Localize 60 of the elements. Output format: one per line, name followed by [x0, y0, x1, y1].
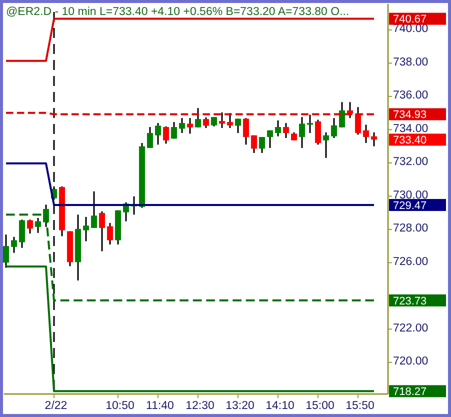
candlestick [83, 216, 89, 242]
candlestick [371, 132, 377, 148]
candlestick [307, 114, 313, 134]
y-tick-label: 736.00 [393, 90, 428, 102]
data-label: 723.73 [393, 295, 427, 308]
candlestick [299, 116, 305, 149]
candlestick [235, 118, 241, 134]
candlestick [27, 218, 33, 234]
candlestick [11, 236, 17, 254]
x-tick-label: 2/22 [44, 400, 68, 412]
candlestick [315, 118, 321, 146]
candlestick [219, 112, 225, 129]
y-tick-label: 734.00 [393, 122, 428, 135]
x-tick-label: 10:50 [106, 400, 134, 412]
candlestick [251, 134, 257, 154]
data-label: 718.27 [393, 386, 427, 398]
candlestick [211, 116, 217, 128]
candlestick [259, 136, 265, 154]
candlestick [227, 112, 233, 129]
y-tick-label: 728.00 [393, 222, 428, 235]
candlestick [179, 117, 185, 134]
candlestick [203, 116, 209, 129]
y-tick-label: 720.00 [393, 356, 428, 368]
x-tick-label: 14:10 [266, 400, 294, 412]
candlestick [339, 101, 345, 128]
y-tick-label: 738.00 [393, 56, 428, 68]
y-tick-label: 722.00 [393, 322, 428, 334]
x-tick-label: 15:50 [346, 400, 374, 412]
candlestick [35, 217, 41, 234]
data-label: 729.47 [393, 200, 427, 212]
candlestick [323, 132, 329, 159]
x-tick-label: 12:30 [186, 400, 214, 412]
candlestick [147, 126, 153, 149]
y-tick-label: 726.00 [393, 256, 428, 268]
candlestick [187, 117, 193, 134]
candlestick [283, 122, 289, 139]
candlestick [267, 130, 273, 149]
candlestick [355, 106, 361, 136]
chart-title: @ER2.D - 10 min L=733.40 +4.10 +0.56% B=733.20 A=733.80 O... [6, 6, 350, 18]
data-label: 734.93 [393, 109, 427, 122]
candlestick [19, 218, 25, 249]
candlestick [331, 117, 337, 139]
candlestick [107, 222, 113, 246]
candlestick [91, 190, 97, 229]
candlestick [275, 120, 281, 138]
candlestick [155, 122, 161, 146]
candlestick [3, 234, 9, 269]
candlestick [99, 210, 105, 252]
x-tick-label: 13:20 [226, 400, 254, 412]
y-tick-label: 730.00 [393, 189, 428, 202]
text: 733.40 [393, 134, 427, 147]
x-tick-label: 11:40 [146, 400, 174, 412]
candlestick [163, 126, 169, 144]
candlestick [171, 121, 177, 140]
data-label: 740.67 [393, 14, 427, 26]
y-tick-label: 732.00 [393, 156, 428, 168]
candlestick [363, 124, 369, 144]
x-tick-label: 15:00 [306, 400, 334, 412]
candlestick [243, 117, 249, 146]
candlestick [195, 107, 201, 128]
